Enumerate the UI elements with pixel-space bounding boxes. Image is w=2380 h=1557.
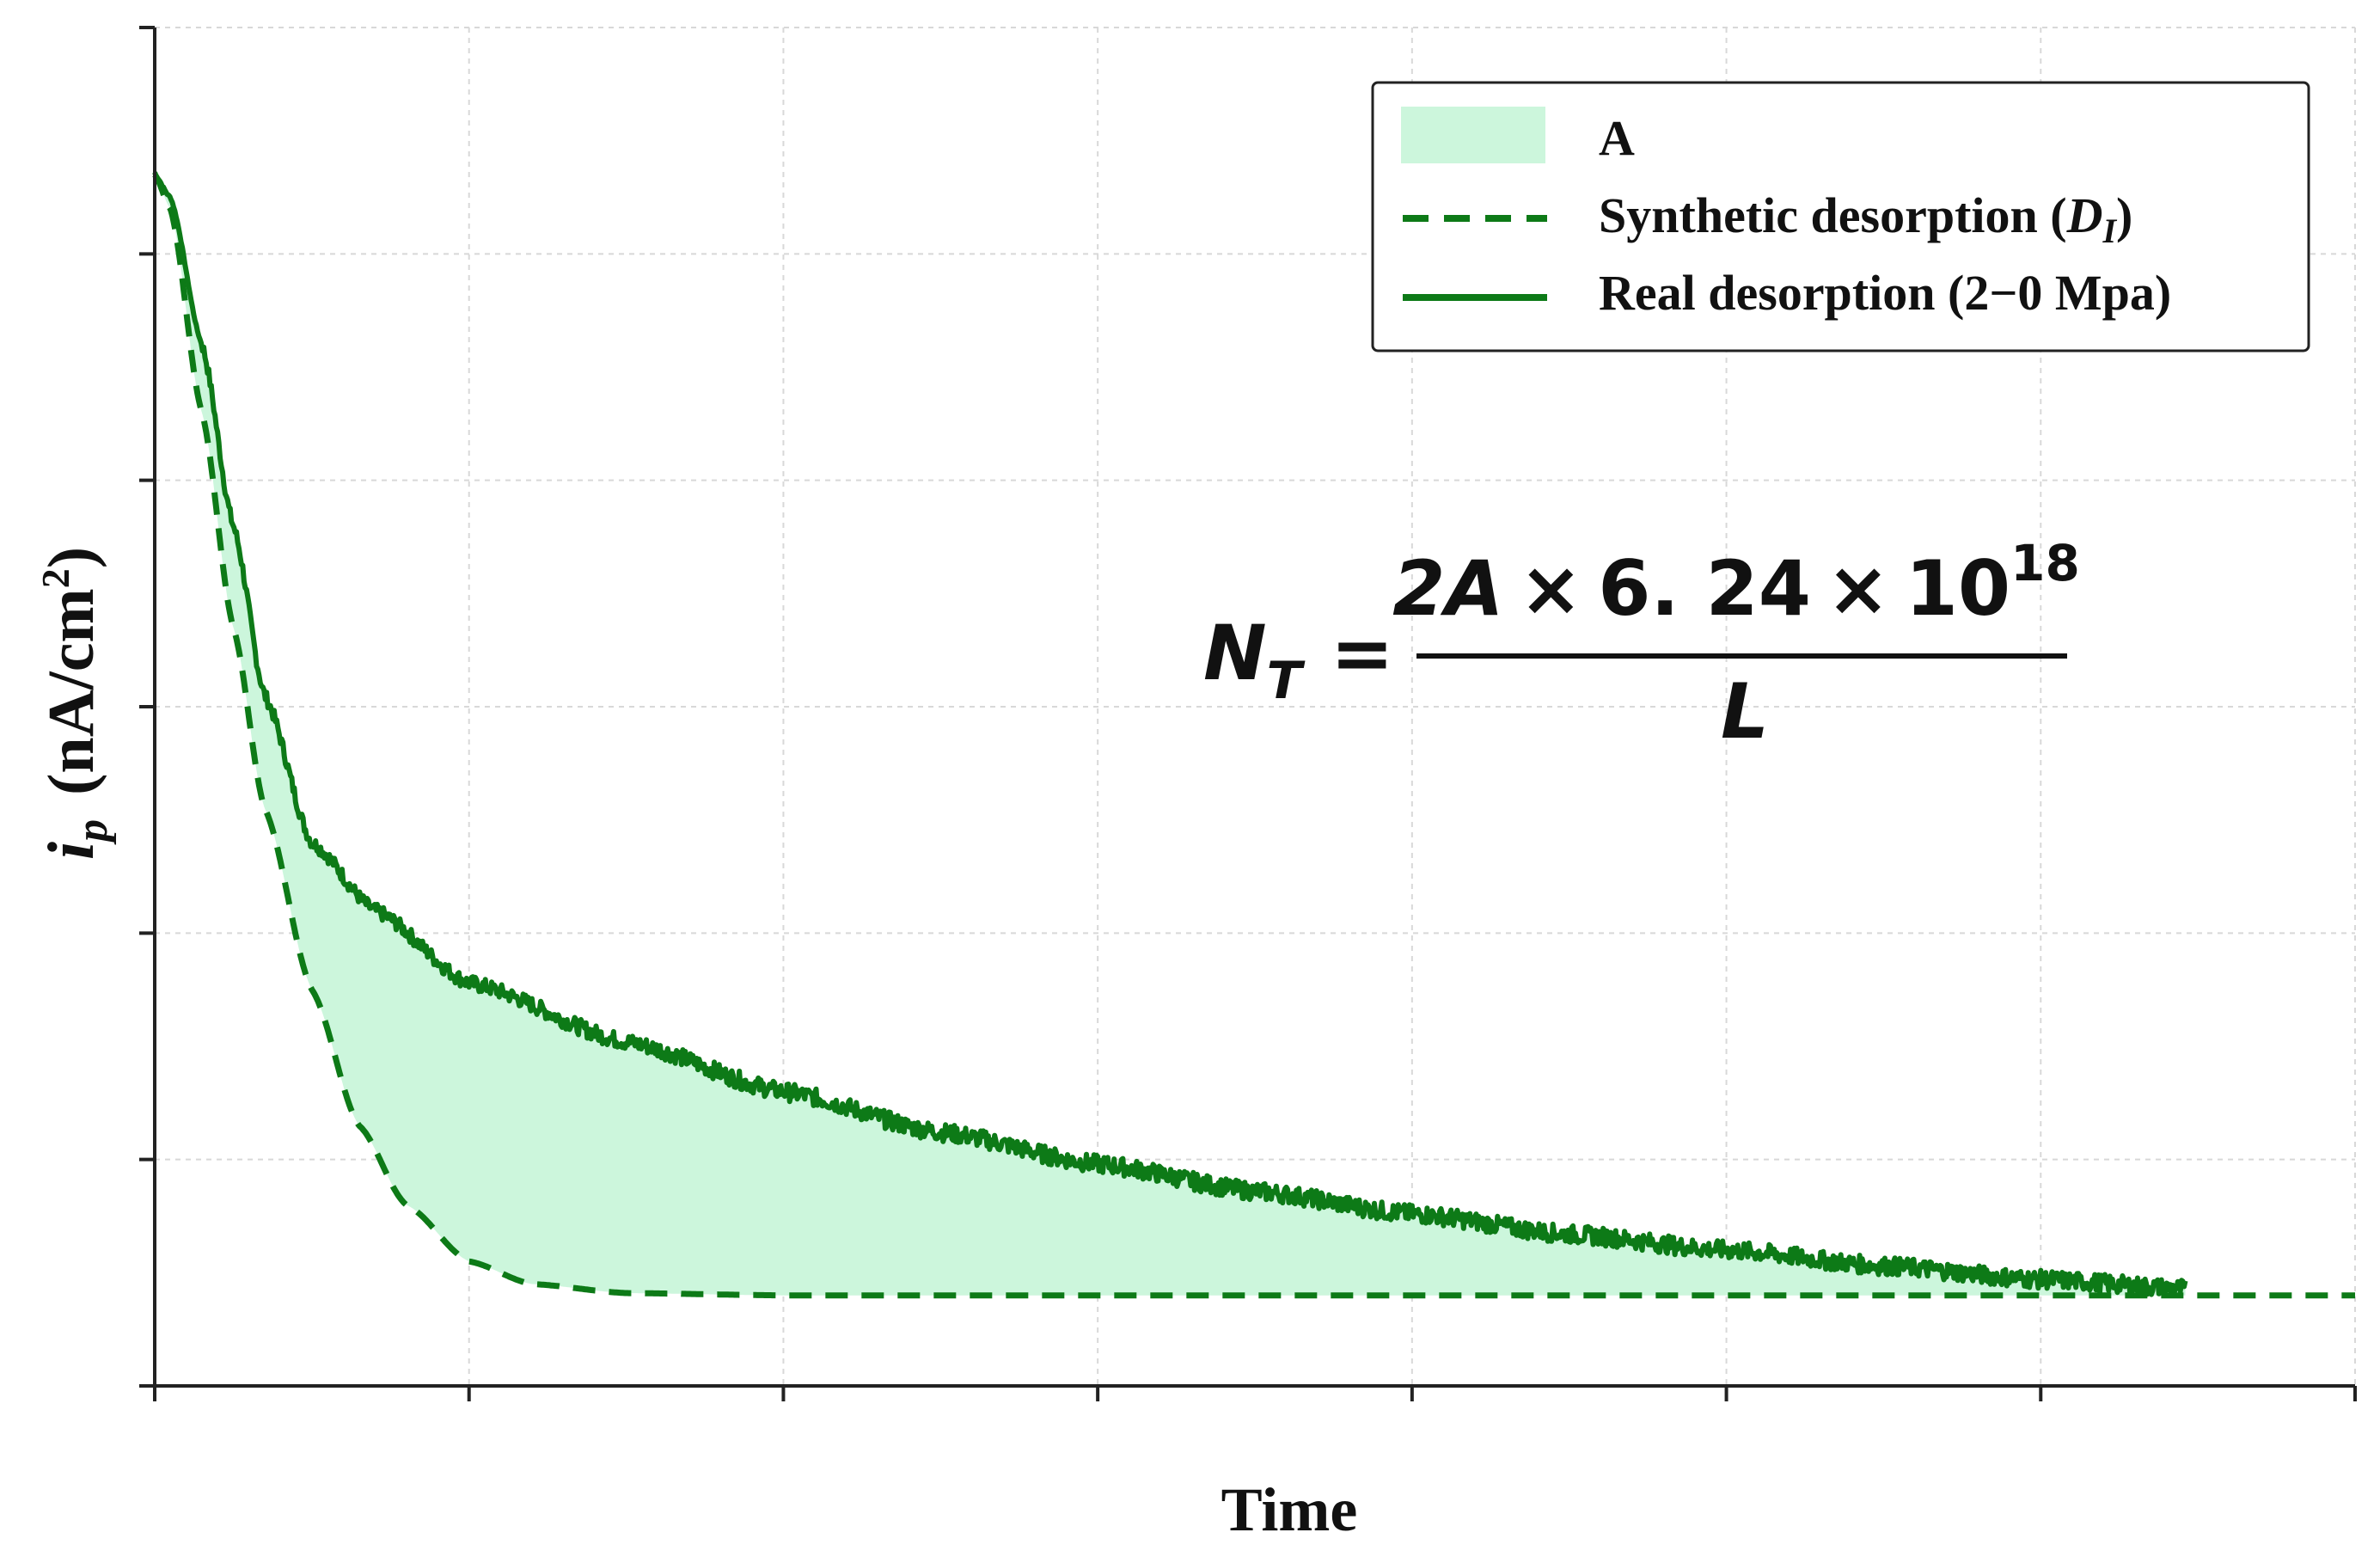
- legend-swatch-a: [1401, 107, 1545, 163]
- formula-numerator: 2A × 6. 24 × 1018: [1392, 534, 2080, 633]
- legend-label-synthetic: Synthetic desorption (DI): [1599, 187, 2132, 250]
- formula-annotation: NT = 2A × 6. 24 × 1018 L: [1203, 534, 2080, 756]
- real-desorption-line: [152, 171, 2188, 1297]
- legend-box: [1371, 81, 2310, 352]
- y-axis-label: ip(nA/cm2): [34, 547, 117, 860]
- legend-label-a: A: [1599, 110, 1635, 166]
- legend: A Synthetic desorption (DI) Real desorpt…: [1371, 81, 2310, 352]
- axes: [139, 26, 2357, 1401]
- formula-denominator: L: [1721, 667, 1769, 756]
- x-axis-label: Time: [1221, 1475, 1358, 1544]
- legend-label-real: Real desorption (2−0 Mpa): [1599, 265, 2171, 321]
- synthetic-desorption-line: [152, 173, 2355, 1299]
- formula-lhs: NT: [1203, 609, 1306, 711]
- formula-equals: =: [1331, 609, 1394, 697]
